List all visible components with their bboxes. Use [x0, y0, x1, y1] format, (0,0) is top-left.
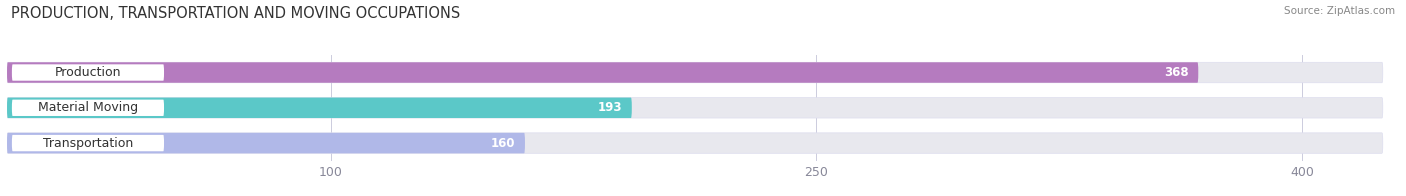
Text: 160: 160: [491, 137, 515, 150]
FancyBboxPatch shape: [7, 98, 1382, 118]
FancyBboxPatch shape: [7, 62, 1198, 83]
FancyBboxPatch shape: [7, 133, 1382, 153]
FancyBboxPatch shape: [7, 98, 631, 118]
Text: Source: ZipAtlas.com: Source: ZipAtlas.com: [1284, 6, 1395, 16]
FancyBboxPatch shape: [7, 62, 1382, 83]
FancyBboxPatch shape: [7, 133, 524, 153]
FancyBboxPatch shape: [11, 64, 165, 81]
FancyBboxPatch shape: [11, 135, 165, 151]
Text: Production: Production: [55, 66, 121, 79]
Text: 368: 368: [1164, 66, 1188, 79]
Text: Transportation: Transportation: [42, 137, 134, 150]
Text: PRODUCTION, TRANSPORTATION AND MOVING OCCUPATIONS: PRODUCTION, TRANSPORTATION AND MOVING OC…: [11, 6, 461, 21]
FancyBboxPatch shape: [11, 100, 165, 116]
Text: Material Moving: Material Moving: [38, 101, 138, 114]
Text: 193: 193: [598, 101, 621, 114]
